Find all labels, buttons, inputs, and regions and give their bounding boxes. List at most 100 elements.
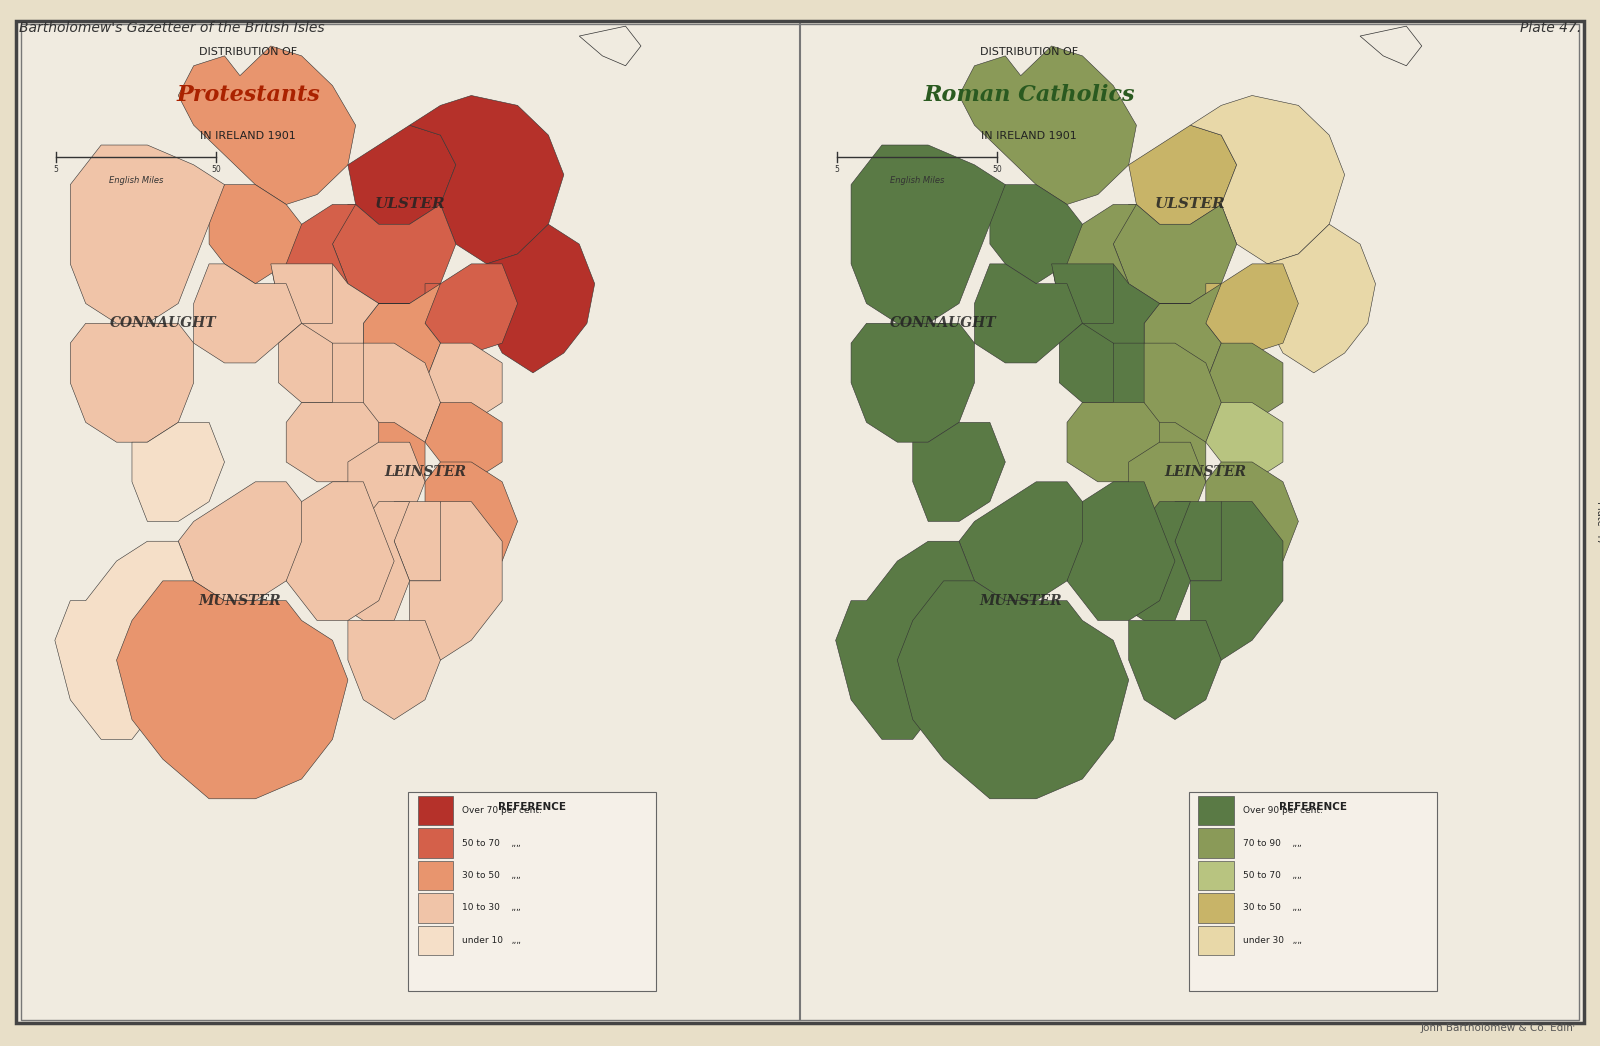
Polygon shape xyxy=(286,403,379,482)
Text: DISTRIBUTION OF: DISTRIBUTION OF xyxy=(198,47,298,58)
Polygon shape xyxy=(270,204,355,323)
Text: LEINSTER: LEINSTER xyxy=(1165,464,1246,479)
Text: Over 90 per cent.: Over 90 per cent. xyxy=(1243,806,1323,815)
Polygon shape xyxy=(347,442,426,522)
Polygon shape xyxy=(1059,323,1128,403)
Polygon shape xyxy=(347,126,456,224)
Polygon shape xyxy=(898,581,1128,799)
Text: MUNSTER: MUNSTER xyxy=(979,594,1062,608)
Bar xyxy=(418,861,453,890)
Polygon shape xyxy=(974,264,1083,363)
Polygon shape xyxy=(347,620,440,720)
Polygon shape xyxy=(278,323,347,403)
Text: REFERENCE: REFERENCE xyxy=(498,802,566,813)
Polygon shape xyxy=(333,204,456,303)
Polygon shape xyxy=(958,482,1083,600)
Polygon shape xyxy=(1144,343,1221,442)
Text: REFERENCE: REFERENCE xyxy=(1278,802,1347,813)
Bar xyxy=(1198,796,1234,825)
Polygon shape xyxy=(1067,482,1174,620)
Text: Plate  47: Plate 47 xyxy=(1595,501,1600,545)
Polygon shape xyxy=(1067,403,1160,482)
Polygon shape xyxy=(1051,264,1114,323)
Bar xyxy=(1198,926,1234,955)
Polygon shape xyxy=(194,264,302,363)
Polygon shape xyxy=(394,502,456,581)
Polygon shape xyxy=(178,482,302,600)
Polygon shape xyxy=(1267,224,1376,372)
Bar xyxy=(1198,828,1234,858)
Polygon shape xyxy=(210,185,302,283)
Text: LEINSTER: LEINSTER xyxy=(384,464,466,479)
Polygon shape xyxy=(54,541,194,740)
Polygon shape xyxy=(1190,502,1283,660)
Bar xyxy=(418,893,453,923)
Polygon shape xyxy=(426,403,502,482)
Text: 10 to 30    „„: 10 to 30 „„ xyxy=(462,904,522,912)
Text: 50 to 70    „„: 50 to 70 „„ xyxy=(1243,871,1302,880)
Polygon shape xyxy=(835,541,974,740)
Polygon shape xyxy=(1174,502,1237,581)
Text: DISTRIBUTION OF: DISTRIBUTION OF xyxy=(979,47,1078,58)
Polygon shape xyxy=(1206,264,1298,354)
Polygon shape xyxy=(1128,423,1206,502)
Polygon shape xyxy=(347,423,426,502)
Polygon shape xyxy=(912,423,1005,522)
Text: Roman Catholics: Roman Catholics xyxy=(923,84,1134,106)
Polygon shape xyxy=(426,264,517,354)
Text: 30 to 50    „„: 30 to 50 „„ xyxy=(1243,904,1302,912)
Bar xyxy=(408,792,656,991)
Polygon shape xyxy=(294,264,410,383)
Polygon shape xyxy=(286,482,394,620)
Polygon shape xyxy=(410,502,502,660)
Text: ULSTER: ULSTER xyxy=(1155,198,1226,211)
Polygon shape xyxy=(851,323,974,442)
Polygon shape xyxy=(1128,620,1221,720)
Polygon shape xyxy=(1083,343,1160,423)
Polygon shape xyxy=(131,423,224,522)
Text: IN IRELAND 1901: IN IRELAND 1901 xyxy=(981,131,1077,141)
Polygon shape xyxy=(270,264,333,323)
Polygon shape xyxy=(333,502,410,620)
Text: English Miles: English Miles xyxy=(109,176,163,185)
Text: English Miles: English Miles xyxy=(890,176,944,185)
Text: IN IRELAND 1901: IN IRELAND 1901 xyxy=(200,131,296,141)
Polygon shape xyxy=(178,46,355,204)
Text: 5: 5 xyxy=(53,165,59,175)
Polygon shape xyxy=(1206,403,1283,482)
Bar xyxy=(805,26,1576,1017)
Text: Bartholomew's Gazetteer of the British Isles: Bartholomew's Gazetteer of the British I… xyxy=(19,21,325,35)
Polygon shape xyxy=(410,95,563,264)
Polygon shape xyxy=(363,283,440,383)
Polygon shape xyxy=(426,343,502,423)
Bar xyxy=(1198,861,1234,890)
Text: 50: 50 xyxy=(211,165,221,175)
Polygon shape xyxy=(990,185,1083,283)
Text: MUNSTER: MUNSTER xyxy=(198,594,282,608)
Polygon shape xyxy=(1114,204,1237,303)
Polygon shape xyxy=(302,343,379,423)
Bar xyxy=(418,828,453,858)
Text: Protestants: Protestants xyxy=(176,84,320,106)
Polygon shape xyxy=(1190,95,1344,264)
Bar xyxy=(24,26,795,1017)
Bar xyxy=(1189,792,1437,991)
Bar xyxy=(418,796,453,825)
Polygon shape xyxy=(1206,462,1298,581)
Text: ULSTER: ULSTER xyxy=(374,198,445,211)
Polygon shape xyxy=(70,323,194,442)
Polygon shape xyxy=(1206,343,1283,423)
Text: 30 to 50    „„: 30 to 50 „„ xyxy=(462,871,522,880)
Text: 50: 50 xyxy=(992,165,1002,175)
Polygon shape xyxy=(363,343,440,442)
Text: under 30   „„: under 30 „„ xyxy=(1243,936,1302,945)
Polygon shape xyxy=(1144,283,1221,383)
Polygon shape xyxy=(426,462,517,581)
Polygon shape xyxy=(117,581,347,799)
Polygon shape xyxy=(486,224,595,372)
Polygon shape xyxy=(1051,204,1136,323)
Text: CONNAUGHT: CONNAUGHT xyxy=(890,316,997,331)
Polygon shape xyxy=(851,145,1005,323)
Polygon shape xyxy=(958,46,1136,204)
Polygon shape xyxy=(1128,442,1206,522)
